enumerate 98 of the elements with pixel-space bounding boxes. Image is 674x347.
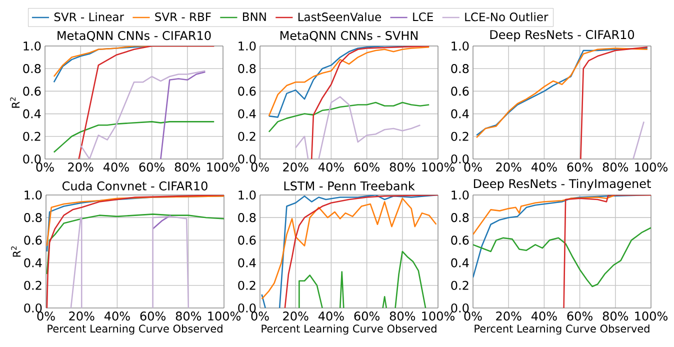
legend-label: BNN (243, 12, 266, 21)
y-axis-title: R$^{2}$ (10, 97, 20, 108)
y-tick-label: 0.2 (238, 132, 256, 141)
x-tick-label: 80% (390, 162, 416, 172)
y-tick-label: 0.4 (451, 109, 469, 118)
y-tick-label: 1.0 (24, 190, 42, 200)
line-series (78, 46, 215, 159)
x-tick-label: 0% (251, 312, 269, 321)
y-tick-label: 0.4 (238, 109, 256, 118)
line-series (46, 194, 224, 308)
x-tick-label: 40% (318, 162, 344, 172)
x-axis-title: Percent Learning Curve Observed (48, 324, 222, 335)
x-tick-label: 60% (567, 162, 592, 172)
x-axis-title: Percent Learning Curve Observed (474, 324, 650, 335)
x-tick-label: 0% (464, 162, 482, 172)
x-tick-label: 20% (283, 162, 308, 172)
y-tick-label: 0.4 (238, 258, 256, 268)
x-tick-label: 20% (496, 312, 522, 321)
x-tick-label: 80% (176, 312, 202, 321)
y-tick-label: 0.2 (451, 132, 468, 141)
x-tick-label: 40% (104, 312, 130, 321)
x-tick-label: 80% (174, 162, 200, 172)
y-tick-label: 0.6 (238, 236, 256, 245)
x-tick-label: 60% (139, 162, 164, 172)
y-tick-label: 1.0 (452, 190, 469, 200)
x-tick-label: 60% (140, 312, 166, 321)
x-tick-label: 0% (251, 162, 269, 172)
y-tick-label: 0.8 (238, 64, 256, 74)
chart-title: Cuda Convnet - CIFAR10 (62, 181, 208, 190)
chart-title: MetaQNN CNNs - SVHN (280, 31, 418, 42)
y-tick-label: 0.0 (238, 154, 256, 164)
x-tick-label: 100% (422, 312, 454, 321)
y-tick-label: 0.8 (451, 64, 469, 74)
x-tick-label: 20% (496, 162, 522, 172)
line-series (563, 194, 651, 308)
x-tick-label: 20% (68, 162, 94, 172)
y-tick-label: 1.0 (238, 190, 256, 200)
legend-label: SVR - RBF (155, 12, 211, 22)
x-tick-label: 0% (37, 312, 55, 321)
x-tick-label: 20% (283, 312, 308, 321)
chart-title: LSTM - Penn Treebank (284, 181, 415, 190)
line-series (310, 46, 430, 159)
y-tick-label: 0.0 (451, 303, 469, 313)
x-axis-title: Percent Learning Curve Observed (262, 324, 436, 335)
x-tick-label: 100% (635, 162, 668, 172)
legend-label: SVR - Linear (54, 12, 124, 22)
legend-label: LCE (413, 12, 433, 22)
y-tick-label: 0.4 (23, 109, 41, 118)
y-tick-label: 0.6 (24, 236, 42, 245)
y-tick-label: 0.2 (238, 280, 256, 290)
y-tick-label: 0.6 (451, 236, 469, 245)
y-tick-label: 0.6 (451, 86, 469, 96)
line-series (80, 70, 206, 159)
x-tick-label: 40% (103, 162, 129, 172)
line-series (160, 71, 206, 159)
x-tick-label: 100% (635, 312, 668, 321)
y-tick-label: 0.4 (24, 258, 42, 268)
x-tick-label: 60% (354, 162, 380, 172)
x-tick-label: 40% (531, 312, 557, 321)
y-tick-label: 1.0 (452, 41, 469, 51)
y-tick-label: 0.8 (24, 213, 42, 222)
legend-label: LCE-No Outlier (465, 12, 548, 22)
y-tick-label: 1.0 (24, 41, 41, 51)
x-tick-label: 0% (36, 162, 54, 172)
line-series (46, 214, 224, 275)
chart-title: Deep ResNets - CIFAR10 (490, 30, 634, 42)
y-tick-label: 0.8 (238, 213, 256, 222)
x-tick-label: 80% (602, 162, 628, 172)
y-tick-label: 0.4 (451, 258, 469, 268)
x-tick-label: 60% (354, 312, 380, 321)
x-tick-label: 100% (207, 162, 240, 172)
y-tick-label: 0.8 (451, 213, 469, 222)
x-tick-label: 0% (464, 312, 482, 321)
x-tick-label: 40% (318, 312, 344, 321)
chart-title: Deep ResNets - TinyImagenet (474, 178, 651, 190)
x-tick-label: 100% (208, 312, 240, 321)
y-axis-title: R$^{2}$ (11, 246, 21, 257)
y-tick-label: 0.0 (24, 303, 42, 313)
y-tick-label: 0.6 (23, 86, 41, 96)
y-tick-label: 1.0 (238, 41, 256, 51)
x-tick-label: 100% (422, 162, 454, 172)
y-tick-label: 0.2 (23, 132, 40, 141)
chart-title: MetaQNN CNNs - CIFAR10 (58, 31, 211, 42)
y-tick-label: 0.2 (451, 280, 468, 290)
x-tick-label: 20% (69, 312, 94, 321)
line-series (473, 227, 651, 288)
y-tick-label: 0.0 (451, 154, 469, 164)
y-tick-label: 0.2 (24, 280, 42, 290)
y-tick-label: 0.8 (23, 64, 41, 74)
y-tick-label: 0.0 (23, 154, 41, 164)
x-tick-label: 40% (531, 162, 557, 172)
x-tick-label: 80% (390, 312, 416, 321)
legend-label: LastSeenValue (298, 12, 382, 22)
y-tick-label: 0.0 (238, 303, 256, 313)
line-series (580, 46, 648, 159)
x-tick-label: 80% (602, 312, 628, 321)
x-tick-label: 60% (567, 312, 592, 321)
y-tick-label: 0.6 (238, 86, 256, 96)
